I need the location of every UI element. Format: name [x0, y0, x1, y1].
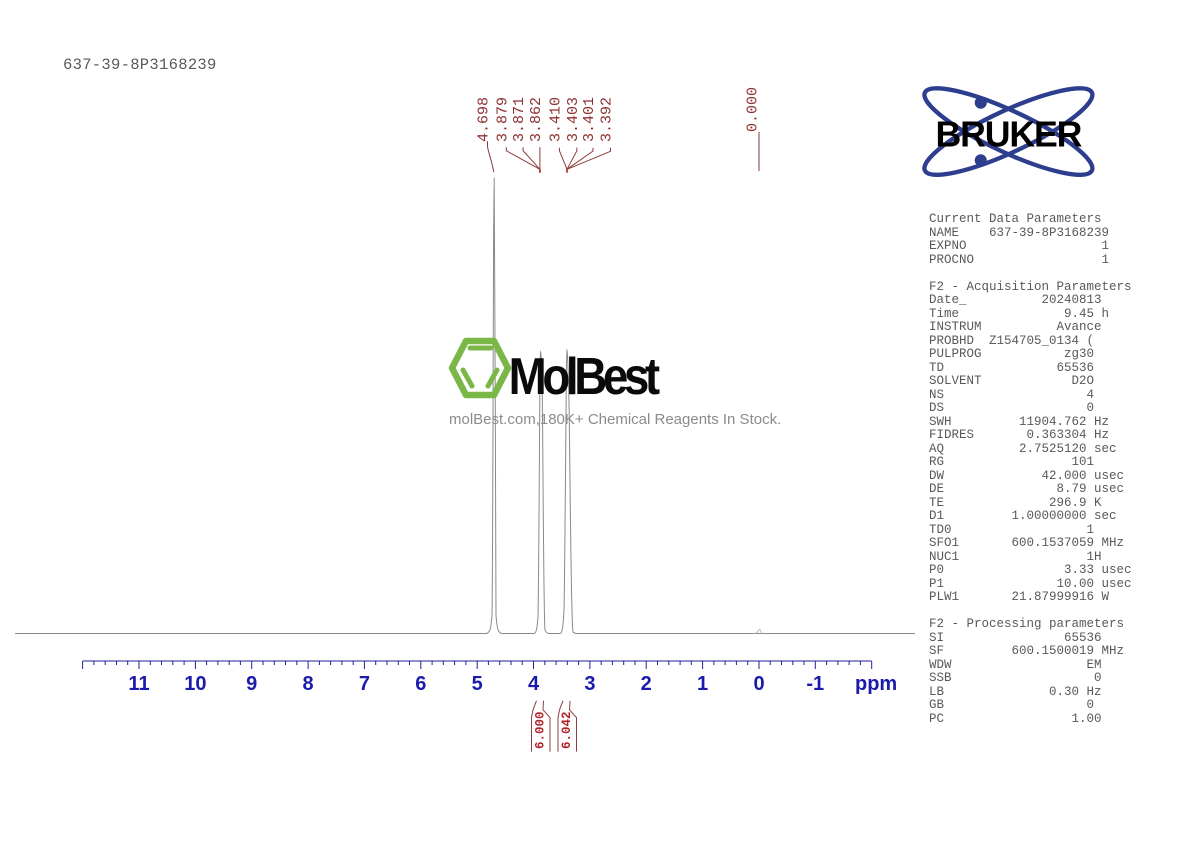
svg-text:9: 9 — [246, 673, 257, 695]
svg-text:3.403: 3.403 — [565, 97, 582, 142]
svg-text:6: 6 — [415, 673, 426, 695]
svg-text:0: 0 — [753, 673, 764, 695]
svg-text:3.871: 3.871 — [511, 97, 528, 142]
svg-text:4.698: 4.698 — [476, 97, 493, 142]
svg-text:6.042: 6.042 — [560, 711, 574, 749]
svg-text:4: 4 — [528, 673, 540, 695]
svg-text:BRUKER: BRUKER — [935, 115, 1082, 155]
svg-text:7: 7 — [359, 673, 370, 695]
svg-text:ppm: ppm — [855, 673, 897, 695]
svg-text:3.879: 3.879 — [494, 97, 511, 142]
svg-text:11: 11 — [128, 673, 149, 695]
svg-text:1: 1 — [697, 673, 708, 695]
svg-text:molBest.com,180K+ Chemical Rea: molBest.com,180K+ Chemical Reagents In S… — [449, 411, 781, 428]
svg-text:3.401: 3.401 — [581, 97, 598, 142]
svg-text:3.392: 3.392 — [599, 97, 616, 142]
svg-text:2: 2 — [641, 673, 652, 695]
svg-text:5: 5 — [472, 673, 483, 695]
svg-text:3.862: 3.862 — [528, 97, 545, 142]
svg-text:8: 8 — [303, 673, 314, 695]
svg-text:3: 3 — [584, 673, 595, 695]
svg-text:3.410: 3.410 — [547, 97, 564, 142]
svg-text:-1: -1 — [806, 673, 824, 695]
svg-text:10: 10 — [184, 673, 206, 695]
svg-text:6.000: 6.000 — [534, 711, 548, 749]
svg-text:0.000: 0.000 — [745, 87, 762, 132]
svg-text:MolBest: MolBest — [509, 348, 660, 405]
